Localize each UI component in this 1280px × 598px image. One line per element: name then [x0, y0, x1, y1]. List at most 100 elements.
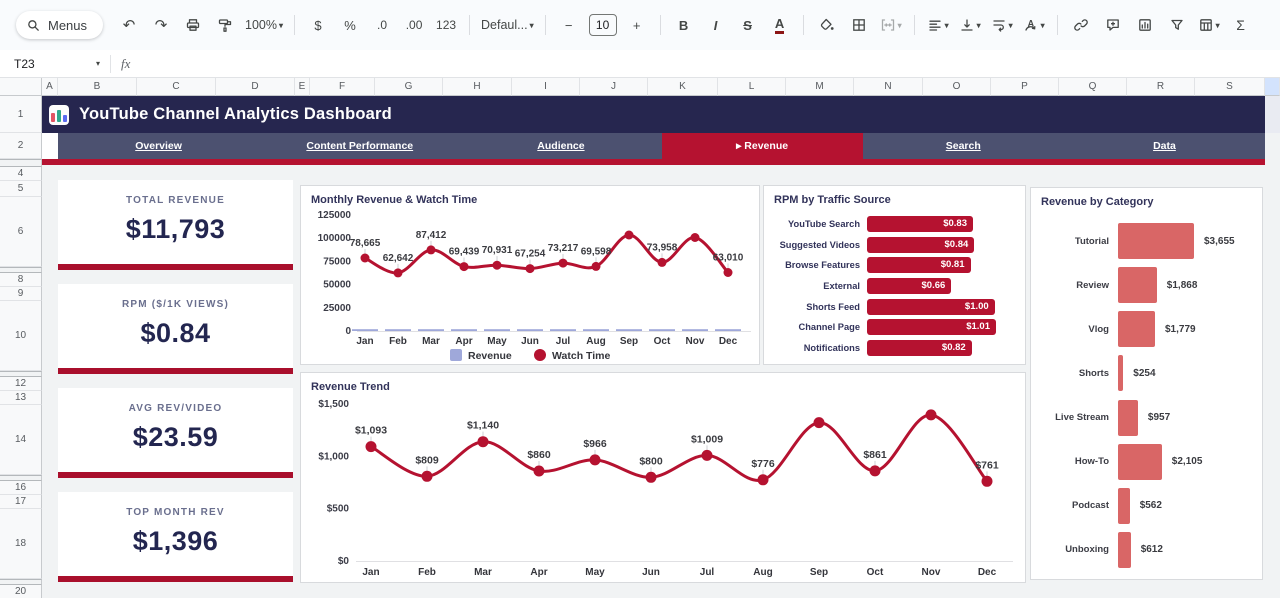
- row-header-9[interactable]: 9: [0, 287, 42, 301]
- row-header-17[interactable]: 17: [0, 495, 42, 509]
- column-header-L[interactable]: L: [718, 78, 786, 96]
- svg-text:$1,093: $1,093: [355, 425, 387, 437]
- column-header-K[interactable]: K: [648, 78, 718, 96]
- nav-tab-data[interactable]: Data: [1064, 133, 1265, 159]
- format-percent-button[interactable]: %: [344, 17, 356, 33]
- column-header-M[interactable]: M: [786, 78, 854, 96]
- row-header-20[interactable]: 20: [0, 585, 42, 598]
- rpm-row: External $0.66: [772, 277, 1015, 294]
- vertical-align-button[interactable]: ▾: [955, 12, 985, 38]
- chart-revenue-by-category[interactable]: Revenue by Category Tutorial $3,655 Review…: [1030, 187, 1263, 580]
- row-header-13[interactable]: 13: [0, 391, 42, 405]
- name-box[interactable]: T23 ▾: [14, 56, 100, 71]
- kpi-card-total-revenue[interactable]: TOTAL REVENUE $11,793: [58, 180, 293, 270]
- paint-format-button[interactable]: [210, 12, 240, 38]
- chart-monthly-revenue-watch-time[interactable]: 0 25000 50000 75000 100000 125000 78,665 62,642…: [300, 185, 760, 365]
- column-header-J[interactable]: J: [580, 78, 648, 96]
- kpi-card-rpm-1k-views-[interactable]: RPM ($/1K VIEWS) $0.84: [58, 284, 293, 374]
- row-header-4[interactable]: 4: [0, 167, 42, 181]
- rpm-row: Browse Features $0.81: [772, 257, 1015, 274]
- nav-tab-audience[interactable]: Audience: [460, 133, 661, 159]
- undo-button[interactable]: ↶: [122, 17, 136, 34]
- zoom-select[interactable]: 100% ▾: [245, 18, 284, 32]
- increase-font-size-button[interactable]: +: [632, 17, 641, 33]
- font-size-input[interactable]: 10: [588, 14, 617, 36]
- increase-decimals-button[interactable]: .00: [405, 18, 423, 32]
- column-header-D[interactable]: D: [216, 78, 295, 96]
- row-header-10[interactable]: 10: [0, 301, 42, 371]
- table-views-button[interactable]: ▾: [1194, 12, 1224, 38]
- column-header-C[interactable]: C: [137, 78, 216, 96]
- text-color-button[interactable]: A: [765, 12, 795, 38]
- fx-icon[interactable]: fx: [121, 55, 131, 71]
- kpi-card-top-month-rev[interactable]: TOP MONTH REV $1,396: [58, 492, 293, 582]
- dashboard-title-banner[interactable]: YouTube Channel Analytics Dashboard: [42, 96, 1265, 133]
- column-header-H[interactable]: H: [443, 78, 512, 96]
- select-all-corner[interactable]: [0, 78, 42, 96]
- kpi-label: AVG REV/VIDEO: [128, 403, 223, 414]
- functions-button[interactable]: Σ: [1236, 17, 1245, 33]
- italic-button[interactable]: I: [713, 17, 718, 33]
- redo-button[interactable]: ↷: [154, 17, 168, 34]
- row-header-14[interactable]: 14: [0, 405, 42, 475]
- row-header-2[interactable]: 2: [0, 133, 42, 159]
- insert-comment-button[interactable]: [1098, 12, 1128, 38]
- bold-button[interactable]: B: [678, 17, 689, 33]
- strikethrough-button[interactable]: S: [743, 17, 752, 33]
- chart-revenue-trend[interactable]: $0 $500 $1,000 $1,500 $1,093 $809 $1,140 $860 $9…: [300, 372, 1026, 583]
- insert-link-button[interactable]: [1066, 12, 1096, 38]
- column-header-A[interactable]: A: [42, 78, 58, 96]
- fill-color-button[interactable]: [812, 12, 842, 38]
- svg-text:70,931: 70,931: [482, 245, 513, 256]
- bar-chart-emoji-icon: [49, 104, 69, 125]
- column-header-G[interactable]: G: [375, 78, 443, 96]
- nav-tab-overview[interactable]: Overview: [58, 133, 259, 159]
- kpi-card-avg-rev-video[interactable]: AVG REV/VIDEO $23.59: [58, 388, 293, 478]
- chart-rpm-by-traffic-source[interactable]: RPM by Traffic Source YouTube Search $0.8…: [763, 185, 1026, 365]
- column-header-O[interactable]: O: [923, 78, 991, 96]
- column-header-E[interactable]: E: [295, 78, 310, 96]
- column-header-P[interactable]: P: [991, 78, 1059, 96]
- nav-tab-search[interactable]: Search: [863, 133, 1064, 159]
- table-grid-icon: [1199, 19, 1212, 31]
- row-header-6[interactable]: 6: [0, 197, 42, 267]
- row-header-8[interactable]: 8: [0, 273, 42, 287]
- row-header-5[interactable]: 5: [0, 181, 42, 197]
- column-header-partial[interactable]: [1265, 78, 1280, 96]
- row-header-16[interactable]: 16: [0, 481, 42, 495]
- column-header-B[interactable]: B: [58, 78, 137, 96]
- column-header-F[interactable]: F: [310, 78, 375, 96]
- column-header-I[interactable]: I: [512, 78, 580, 96]
- column-header-S[interactable]: S: [1195, 78, 1265, 96]
- svg-text:Oct: Oct: [867, 567, 884, 578]
- row-header-18[interactable]: 18: [0, 509, 42, 579]
- svg-text:$500: $500: [327, 504, 350, 515]
- decrease-font-size-button[interactable]: −: [564, 17, 573, 33]
- menus-search[interactable]: Menus: [16, 11, 104, 39]
- print-button[interactable]: [178, 12, 208, 38]
- more-formats-button[interactable]: 123: [436, 18, 457, 32]
- row-header-12[interactable]: 12: [0, 377, 42, 391]
- borders-button[interactable]: [844, 12, 874, 38]
- column-header-N[interactable]: N: [854, 78, 923, 96]
- row-header-1[interactable]: 1: [0, 96, 42, 133]
- svg-text:Dec: Dec: [978, 567, 997, 578]
- column-header-Q[interactable]: Q: [1059, 78, 1127, 96]
- chart-title: Revenue by Category: [1041, 196, 1154, 208]
- text-rotation-button[interactable]: A ▾: [1019, 12, 1049, 38]
- filter-button[interactable]: [1162, 12, 1192, 38]
- column-header-R[interactable]: R: [1127, 78, 1195, 96]
- text-wrap-button[interactable]: ▾: [987, 12, 1017, 38]
- format-currency-button[interactable]: $: [314, 17, 322, 33]
- font-select[interactable]: Defaul... ▾: [481, 18, 534, 32]
- svg-text:$809: $809: [415, 454, 439, 466]
- insert-chart-button[interactable]: [1130, 12, 1160, 38]
- nav-tab-revenue[interactable]: ▸ Revenue: [661, 133, 863, 159]
- chevron-down-icon: ▾: [944, 20, 949, 30]
- nav-tab-content-performance[interactable]: Content Performance: [259, 133, 460, 159]
- merge-cells-button[interactable]: ▾: [876, 12, 906, 38]
- decrease-decimals-button[interactable]: .0: [377, 18, 388, 32]
- horizontal-align-button[interactable]: ▾: [923, 12, 953, 38]
- category-value: $1,868: [1166, 279, 1198, 291]
